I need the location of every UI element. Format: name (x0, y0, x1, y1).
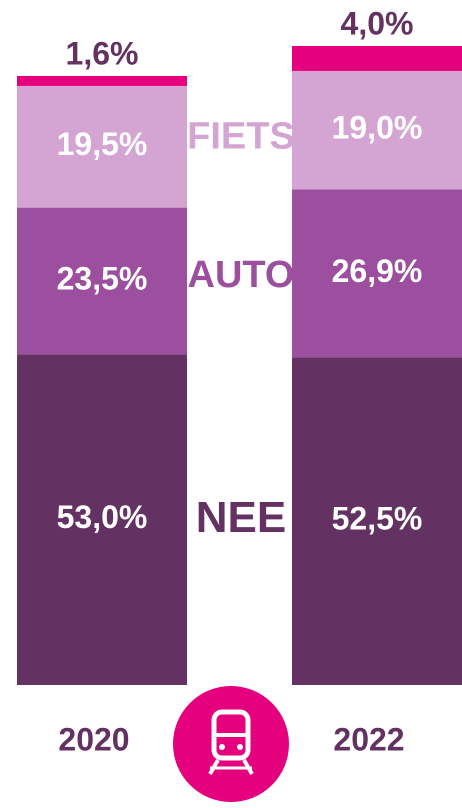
value-label: 4,0% (341, 5, 414, 41)
bar-segment (17, 85, 187, 208)
value-label: 19,5% (57, 126, 148, 162)
train-badge (173, 686, 289, 802)
value-label: 52,5% (332, 501, 423, 537)
bar-segment (292, 189, 462, 358)
value-label: 23,5% (57, 260, 148, 296)
x-tick-label: 2022 (333, 721, 404, 757)
value-label: 1,6% (66, 35, 139, 71)
bar-segment (292, 46, 462, 71)
bar-segment (17, 354, 187, 685)
x-tick-label: 2020 (58, 721, 129, 757)
bar-segment (17, 207, 187, 355)
bar-segment (17, 75, 187, 86)
series-label: NEE (196, 493, 286, 542)
series-label: FIETS (187, 116, 295, 158)
value-label: 53,0% (57, 499, 148, 535)
value-label: 26,9% (332, 253, 423, 289)
bar-segment (292, 70, 462, 190)
bar-segment (292, 357, 462, 685)
value-label: 19,0% (332, 110, 423, 146)
series-label: AUTO (188, 254, 295, 296)
